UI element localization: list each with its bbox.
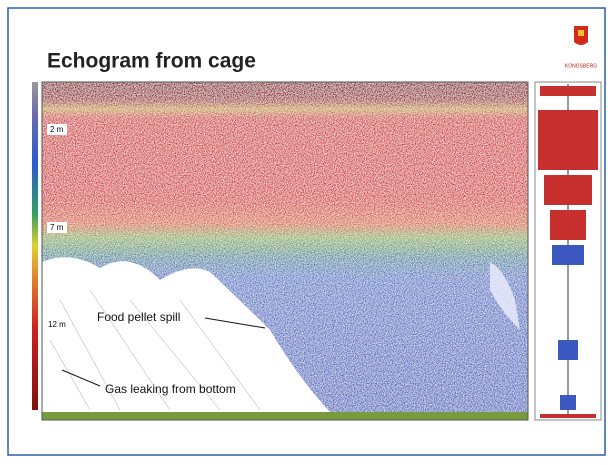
slide: Echogram from cage KONGSBERG 2 m 7 m 12 … [0,0,613,465]
depth-label: 2 m [50,125,64,134]
slide-title: Echogram from cage [47,50,256,73]
depth-label: 7 m [50,223,64,232]
logo-text: KONGSBERG [565,63,597,69]
side-panel [535,82,601,420]
annotation: Gas leaking from bottom [105,382,236,396]
bottom-line [42,412,528,420]
color-scale [32,82,38,410]
page: Echogram from cage KONGSBERG 2 m 7 m 12 … [0,0,613,465]
echogram [42,82,528,420]
annotation: Food pellet spill [97,310,180,324]
depth-label: 12 m [48,320,66,329]
logo-crown [578,30,584,36]
side-bottom [540,414,596,418]
